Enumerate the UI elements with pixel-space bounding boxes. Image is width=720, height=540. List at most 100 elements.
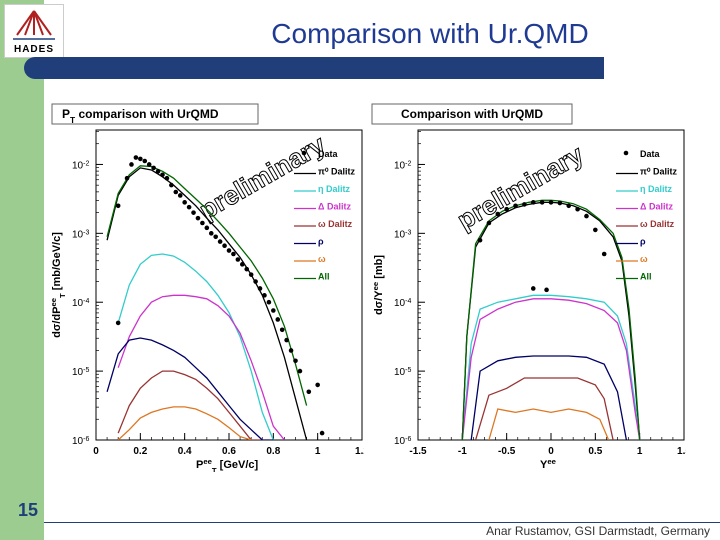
- data-point: [288, 348, 294, 353]
- legend: Data π⁰ Dalitz η Dalitz Δ Dalitz ω Dalitz ρωA…: [294, 149, 356, 282]
- chart-title: PT comparison with UrQMD: [62, 107, 219, 125]
- data-point: [204, 225, 210, 231]
- chart-title: Comparison with UrQMD: [401, 107, 543, 121]
- hades-logo: HADES: [4, 4, 64, 58]
- series-line: [117, 370, 263, 440]
- y-tick-label: 10-6: [72, 436, 89, 448]
- y-axis-label: dσ/Yee [mb]: [371, 255, 386, 315]
- y-tick-label: 10-5: [394, 367, 411, 379]
- series-line: [474, 377, 614, 440]
- data-point: [200, 220, 205, 226]
- data-point: [544, 287, 549, 293]
- x-tick-label: 1: [315, 446, 321, 457]
- data-point: [284, 337, 289, 343]
- footer-divider: [44, 522, 720, 523]
- x-axis-label: Yee: [540, 457, 557, 472]
- legend-marker: [301, 150, 307, 156]
- data-point: [133, 155, 139, 160]
- data-point: [138, 156, 143, 162]
- data-point: [513, 203, 518, 209]
- data-point: [169, 182, 174, 188]
- x-tick-label: 1: [637, 446, 643, 457]
- x-tick-label: 1.2: [355, 446, 364, 457]
- preliminary-watermark: preliminary: [452, 139, 589, 235]
- legend-label: ω Dalitz: [640, 219, 675, 229]
- data-point: [115, 320, 121, 326]
- data-point: [248, 272, 254, 277]
- data-point: [522, 202, 527, 207]
- series-line: [461, 201, 641, 440]
- data-point: [275, 317, 281, 322]
- logo-text: HADES: [13, 44, 54, 55]
- data-point: [566, 203, 572, 209]
- pt-comparison-chart: PT comparison with UrQMD 10-2 10-3 10-4 10-5…: [46, 100, 369, 475]
- x-tick-label: 0: [548, 446, 554, 457]
- legend-marker: [623, 150, 629, 156]
- legend-label: All: [318, 272, 330, 282]
- series-line: [488, 408, 610, 440]
- data-point: [222, 243, 227, 249]
- data-point: [217, 239, 223, 244]
- data-point: [208, 231, 214, 236]
- x-tick-label: 0.6: [222, 446, 236, 457]
- legend-label: ρ: [640, 237, 646, 247]
- data-point: [244, 266, 250, 272]
- data-point: [173, 189, 179, 195]
- slide-title: Comparison with Ur.QMD: [271, 18, 589, 49]
- data-point: [257, 286, 263, 291]
- data-point: [164, 175, 170, 181]
- series-line: [461, 199, 641, 440]
- data-point: [213, 234, 218, 240]
- data-point: [601, 251, 607, 257]
- data-point: [539, 200, 545, 205]
- data-point: [530, 286, 536, 291]
- data-point: [191, 210, 196, 215]
- series-line: [461, 298, 641, 440]
- data-point: [504, 206, 509, 212]
- legend-label: ω Dalitz: [318, 219, 353, 229]
- title-bar: [24, 57, 604, 79]
- data-point: [155, 169, 161, 174]
- data-point: [319, 430, 325, 436]
- data-point: [195, 215, 201, 221]
- y-tick-label: 10-4: [394, 298, 411, 310]
- x-tick-label: -1: [458, 446, 467, 457]
- data-point: [226, 248, 232, 253]
- legend-label: η Dalitz: [640, 184, 673, 194]
- data-point: [186, 204, 192, 210]
- x-tick-label: 0.2: [133, 446, 147, 457]
- data-point: [575, 206, 580, 212]
- rapidity-chart-svg: Comparison with UrQMD10-210-310-410-510-…: [371, 103, 691, 472]
- data-point: [279, 327, 285, 333]
- hades-logo-mark: [13, 10, 55, 40]
- data-point: [315, 382, 320, 388]
- series-line: [106, 337, 274, 440]
- y-tick-label: 10-6: [394, 436, 411, 448]
- series-line: [470, 355, 628, 440]
- x-axis-label: PeeT [GeV/c]: [196, 457, 259, 473]
- series-line: [117, 406, 252, 440]
- preliminary-watermark: preliminary: [194, 129, 331, 225]
- legend-label: π⁰ Dalitz: [318, 167, 356, 177]
- data-point: [266, 299, 272, 305]
- legend-label: All: [640, 272, 652, 282]
- data-point: [495, 211, 501, 217]
- series-line: [106, 165, 308, 406]
- series-line: [106, 167, 308, 440]
- legend-label: Δ Dalitz: [640, 202, 673, 212]
- data-point: [142, 158, 148, 164]
- x-tick-label: 0.4: [178, 446, 192, 457]
- data-point: [530, 200, 536, 205]
- legend-label: π⁰ Dalitz: [640, 167, 678, 177]
- y-tick-label: 10-3: [72, 229, 89, 241]
- data-point: [593, 227, 598, 233]
- y-tick-label: 10-3: [394, 229, 411, 241]
- data-point: [293, 358, 298, 364]
- legend-label: η Dalitz: [318, 184, 351, 194]
- legend-label: Data: [318, 149, 339, 159]
- y-tick-label: 10-4: [72, 298, 89, 310]
- series-line: [461, 294, 641, 440]
- legend-label: Δ Dalitz: [318, 202, 351, 212]
- data-point: [177, 193, 183, 198]
- data-point: [235, 257, 241, 262]
